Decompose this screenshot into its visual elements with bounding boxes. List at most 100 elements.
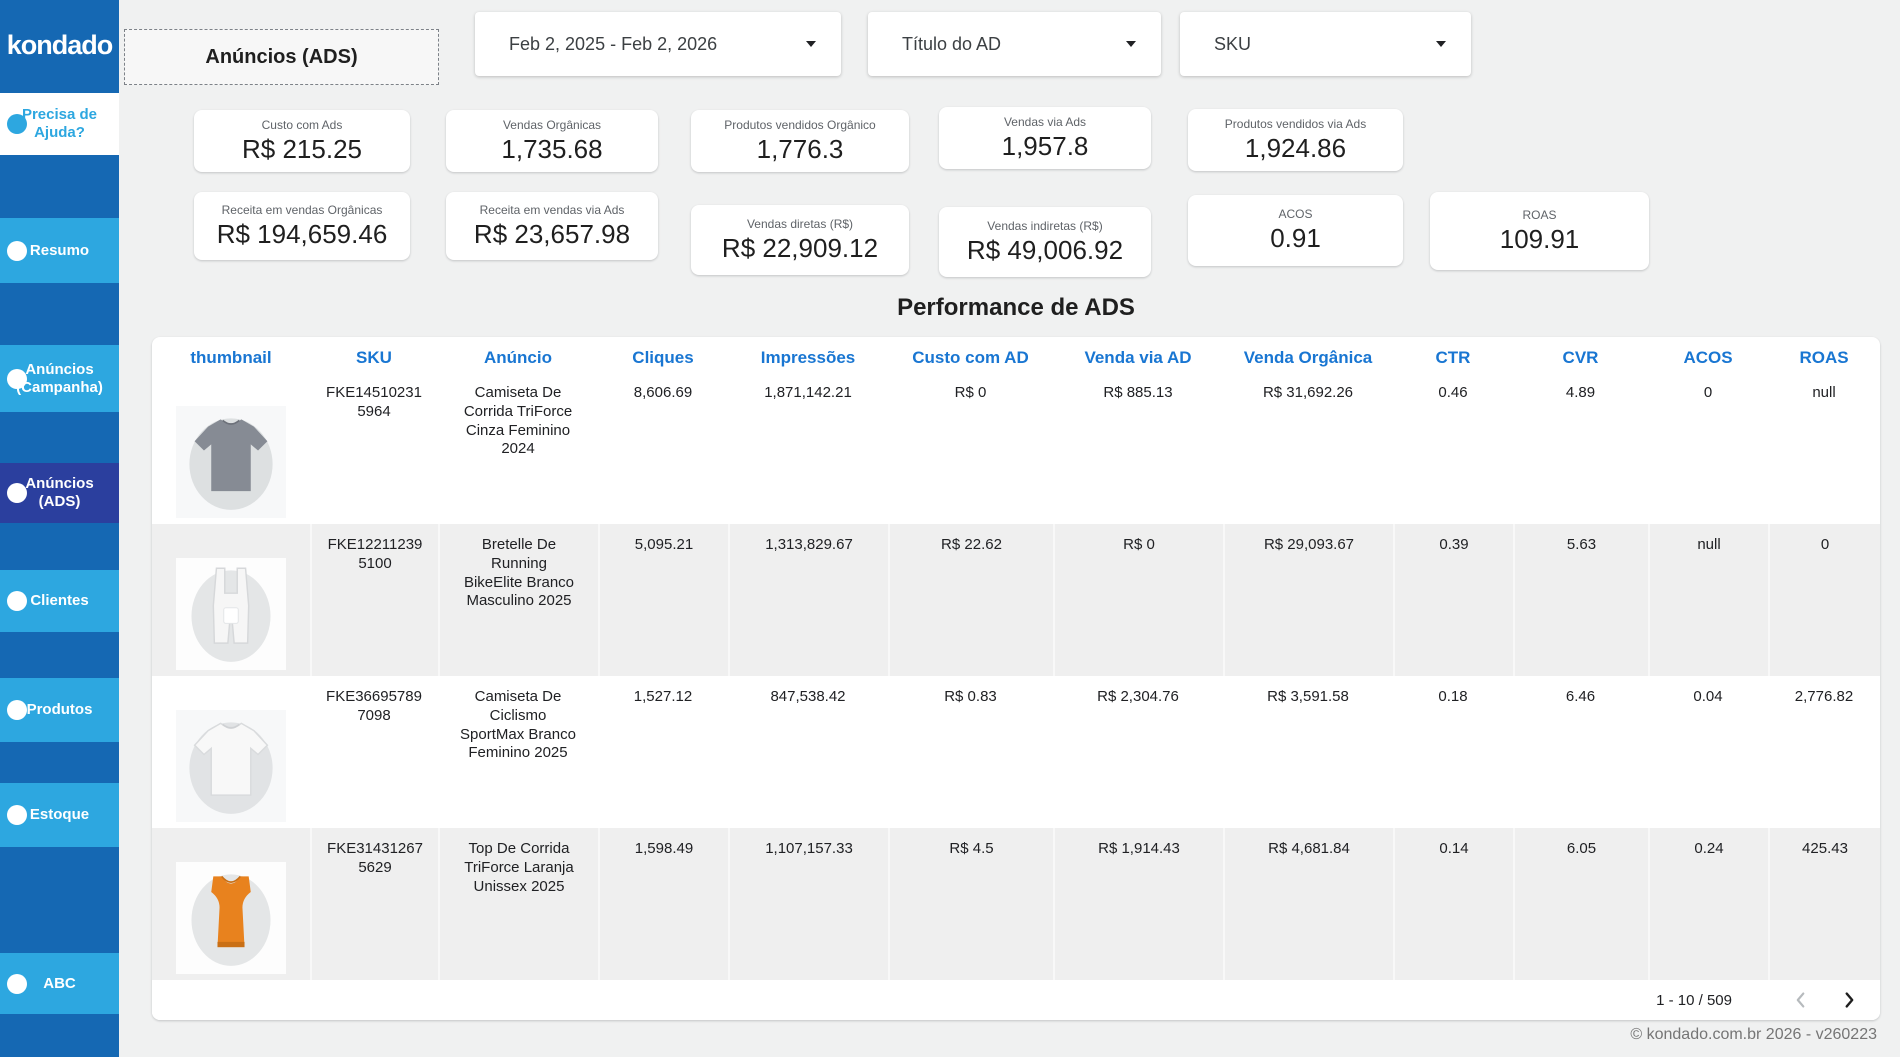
sidebar-item-label: Anúncios (ADS) bbox=[25, 475, 94, 510]
ad-title-filter-dropdown[interactable]: Título do AD bbox=[868, 12, 1161, 76]
kpi-value: 1,957.8 bbox=[1001, 130, 1089, 161]
column-header-thumbnail[interactable]: thumbnail bbox=[190, 347, 272, 367]
cell-roas: 425.43 bbox=[1768, 828, 1880, 980]
cell-cvr: 4.89 bbox=[1565, 384, 1596, 401]
table-row: FKE145102315964 Camiseta De Corrida TriF… bbox=[152, 372, 1880, 524]
kpi-value: 1,735.68 bbox=[501, 133, 603, 164]
cell-acos: 0.24 bbox=[1648, 828, 1768, 980]
date-range-dropdown[interactable]: Feb 2, 2025 - Feb 2, 2026 bbox=[475, 12, 841, 76]
sidebar-item-abc[interactable]: ABC bbox=[0, 953, 119, 1014]
table-row: FKE366957897098 Camiseta De Ciclismo Spo… bbox=[152, 676, 1880, 828]
sidebar-item-resumo[interactable]: Resumo bbox=[0, 218, 119, 283]
sku-filter-dropdown[interactable]: SKU bbox=[1180, 12, 1471, 76]
cell-ctr: 0.46 bbox=[1438, 384, 1468, 401]
cell-cvr: 5.63 bbox=[1513, 524, 1648, 676]
kpi-label: Vendas indiretas (R$) bbox=[987, 218, 1103, 233]
kpi-vendas-diretas: Vendas diretas (R$) R$ 22,909.12 bbox=[691, 205, 909, 275]
kpi-value: 1,924.86 bbox=[1244, 132, 1347, 163]
sidebar-item-label: Estoque bbox=[29, 806, 90, 824]
cell-sku: FKE122112395100 bbox=[310, 524, 438, 676]
kpi-value: R$ 23,657.98 bbox=[473, 218, 631, 249]
cell-venda-via-ad: R$ 1,914.43 bbox=[1053, 828, 1223, 980]
page-title: Anúncios (ADS) bbox=[124, 29, 439, 85]
column-header-venda-via-ad[interactable]: Venda via AD bbox=[1084, 347, 1192, 367]
kpi-value: 1,776.3 bbox=[756, 133, 844, 164]
sidebar-item-clientes[interactable]: Clientes bbox=[0, 570, 119, 632]
kpi-receita-vendas-organicas: Receita em vendas Orgânicas R$ 194,659.4… bbox=[194, 192, 410, 260]
kpi-value: R$ 22,909.12 bbox=[721, 232, 879, 263]
column-header-cvr[interactable]: CVR bbox=[1562, 347, 1599, 367]
cell-venda-organica: R$ 31,692.26 bbox=[1262, 384, 1354, 401]
column-header-impressoes[interactable]: Impressões bbox=[760, 347, 856, 367]
sidebar-item-help[interactable]: Precisa de Ajuda? bbox=[0, 93, 119, 155]
cell-roas: 0 bbox=[1768, 524, 1880, 676]
cell-sku: FKE366957897098 bbox=[326, 688, 422, 724]
cell-ctr: 0.14 bbox=[1393, 828, 1513, 980]
kpi-value: 0.91 bbox=[1270, 223, 1321, 253]
product-thumbnail-cell bbox=[152, 828, 310, 980]
column-header-acos[interactable]: ACOS bbox=[1683, 347, 1733, 367]
column-header-venda-organica[interactable]: Venda Orgânica bbox=[1243, 347, 1373, 367]
kpi-vendas-via-ads: Vendas via Ads 1,957.8 bbox=[939, 107, 1151, 169]
previous-page-button[interactable] bbox=[1788, 987, 1814, 1013]
cell-roas: 2,776.82 bbox=[1794, 688, 1854, 705]
column-header-roas[interactable]: ROAS bbox=[1799, 347, 1849, 367]
cell-roas: null bbox=[1812, 384, 1836, 401]
cell-sku: FKE314312675629 bbox=[310, 828, 438, 980]
kpi-value: 109.91 bbox=[1499, 223, 1580, 254]
cell-acos: 0.04 bbox=[1693, 688, 1723, 705]
white-bib-shorts-image bbox=[191, 567, 271, 662]
cell-anuncio: Top De Corrida TriForce Laranja Unissex … bbox=[438, 828, 598, 980]
cell-custo-com-ad: R$ 22.62 bbox=[888, 524, 1053, 676]
kpi-roas: ROAS 109.91 bbox=[1430, 192, 1649, 270]
bullet-icon bbox=[7, 483, 27, 503]
cell-sku: FKE145102315964 bbox=[326, 384, 422, 420]
chevron-down-icon bbox=[806, 41, 816, 47]
kpi-label: Vendas Orgânicas bbox=[502, 117, 602, 132]
column-header-custo-com-ad[interactable]: Custo com AD bbox=[912, 347, 1029, 367]
column-header-ctr[interactable]: CTR bbox=[1435, 347, 1471, 367]
sidebar-item-label: ABC bbox=[43, 974, 76, 992]
sku-filter-value: SKU bbox=[1214, 33, 1252, 54]
column-header-anuncio[interactable]: Anúncio bbox=[484, 347, 552, 367]
table-row: FKE122112395100 Bretelle De Running Bike… bbox=[152, 524, 1880, 676]
column-header-sku[interactable]: SKU bbox=[356, 347, 392, 367]
bullet-icon bbox=[7, 700, 27, 720]
main-content: Anúncios (ADS) Feb 2, 2025 - Feb 2, 2026… bbox=[119, 0, 1900, 1057]
bullet-icon bbox=[7, 805, 27, 825]
chevron-down-icon bbox=[1126, 41, 1136, 47]
orange-tank-top-image bbox=[191, 874, 271, 966]
sidebar-item-estoque[interactable]: Estoque bbox=[0, 783, 119, 847]
cell-venda-organica: R$ 29,093.67 bbox=[1223, 524, 1393, 676]
sidebar-item-anuncios-ads-selected[interactable]: Anúncios (ADS) bbox=[0, 463, 119, 523]
kpi-label: Custo com Ads bbox=[261, 117, 343, 132]
kpi-value: R$ 215.25 bbox=[242, 133, 362, 164]
chevron-down-icon bbox=[1436, 41, 1446, 47]
sidebar-item-anuncios-campanha[interactable]: Anúncios (Campanha) bbox=[0, 345, 119, 412]
sidebar: kondado Precisa de Ajuda? Resumo Anúncio… bbox=[0, 0, 119, 1057]
kpi-produtos-vendidos-organico: Produtos vendidos Orgânico 1,776.3 bbox=[691, 110, 909, 172]
column-header-cliques[interactable]: Cliques bbox=[632, 347, 694, 367]
kpi-value: R$ 194,659.46 bbox=[216, 218, 388, 249]
next-page-button[interactable] bbox=[1836, 987, 1862, 1013]
product-thumbnail-cell bbox=[152, 524, 310, 676]
product-thumbnail-cell bbox=[152, 372, 310, 524]
product-thumbnail bbox=[176, 710, 286, 822]
date-range-value: Feb 2, 2025 - Feb 2, 2026 bbox=[509, 33, 718, 54]
white-tshirt-image bbox=[189, 722, 273, 814]
sidebar-item-label: Anúncios (Campanha) bbox=[16, 360, 103, 396]
cell-custo-com-ad: R$ 0.83 bbox=[944, 688, 997, 705]
sidebar-item-produtos[interactable]: Produtos bbox=[0, 678, 119, 742]
product-thumbnail bbox=[176, 406, 286, 518]
bullet-icon bbox=[7, 240, 27, 261]
gray-tshirt-image bbox=[189, 418, 273, 510]
cell-custo-com-ad: R$ 0 bbox=[954, 384, 987, 401]
sidebar-item-label: Precisa de Ajuda? bbox=[21, 106, 98, 141]
cell-cliques: 8,606.69 bbox=[633, 384, 693, 401]
cell-anuncio: Camiseta De Ciclismo SportMax Branco Fem… bbox=[460, 688, 576, 762]
kpi-custo-com-ads: Custo com Ads R$ 215.25 bbox=[194, 110, 410, 172]
performance-table: thumbnail SKU Anúncio Cliques Impressões… bbox=[152, 337, 1880, 1020]
product-thumbnail bbox=[176, 862, 286, 974]
chevron-right-icon bbox=[1845, 992, 1854, 1008]
cell-venda-via-ad: R$ 0 bbox=[1053, 524, 1223, 676]
